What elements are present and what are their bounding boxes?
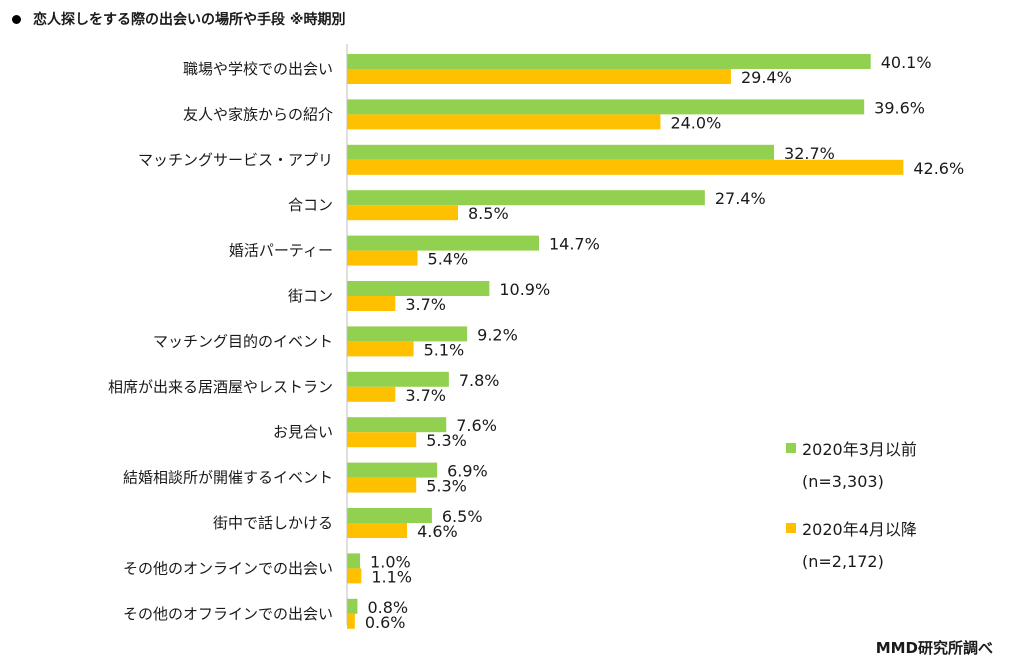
data-label-series-1: 6.5% — [442, 507, 483, 526]
data-label-series-2: 24.0% — [670, 113, 721, 132]
bar-series-1 — [347, 235, 539, 251]
bar-series-2 — [347, 523, 408, 538]
bar-series-2 — [347, 341, 414, 357]
bar-series-1 — [347, 598, 358, 614]
category-label: 職場や学校での出会い — [183, 60, 333, 78]
category-label: マッチングサービス・アプリ — [138, 151, 333, 169]
data-label-series-1: 1.0% — [370, 552, 411, 571]
category-label: 街中で話しかける — [213, 514, 333, 532]
data-label-series-1: 6.9% — [447, 462, 488, 481]
category-label: 相席が出来る居酒屋やレストラン — [108, 378, 333, 396]
category-label: 結婚相談所が開催するイベント — [123, 469, 333, 487]
data-label-series-1: 7.6% — [456, 416, 497, 435]
bar-series-2 — [347, 250, 418, 266]
category-label: マッチング目的のイベント — [153, 332, 333, 350]
bar-series-2 — [347, 613, 355, 629]
category-label: 友人や家族からの紹介 — [183, 105, 333, 123]
data-label-series-1: 40.1% — [881, 53, 932, 72]
bar-series-1 — [347, 553, 361, 569]
category-label: 合コン — [288, 196, 333, 214]
data-label-series-2: 42.6% — [913, 159, 964, 178]
bars-layer: 職場や学校での出会い 40.1% 29.4% 友人や家族からの紹介 39.6% 24.0%… — [108, 53, 964, 632]
source-credit: MMD研究所調べ — [875, 639, 993, 657]
legend-swatch-series-2 — [786, 523, 796, 533]
bar-series-2 — [347, 69, 731, 84]
category-label: 婚活パーティー — [229, 242, 333, 260]
bar-series-2 — [347, 568, 362, 584]
data-label-series-2: 8.5% — [468, 204, 509, 223]
bar-series-2 — [347, 432, 417, 448]
bullet-icon — [12, 14, 21, 24]
bar-series-2 — [347, 205, 459, 221]
data-label-series-2: 1.1% — [371, 567, 412, 586]
bar-series-1 — [347, 326, 468, 342]
data-label-series-1: 10.9% — [499, 280, 550, 299]
legend-item-series-2: 2020年4月以降 — [786, 516, 917, 540]
legend-note-series-1: (n=3,303) — [802, 472, 884, 491]
chart-title-row: 恋人探しをする際の出会いの場所や手段 ※時期別 — [12, 8, 345, 30]
bar-series-1 — [347, 99, 865, 115]
data-label-series-2: 0.6% — [365, 613, 406, 632]
bar-series-1 — [347, 190, 705, 206]
bar-series-1 — [347, 371, 449, 387]
data-label-series-2: 5.1% — [424, 340, 465, 359]
data-label-series-1: 0.8% — [367, 598, 408, 617]
category-label: お見合い — [273, 423, 333, 441]
bar-series-2 — [347, 477, 417, 493]
bar-series-1 — [347, 54, 871, 69]
data-label-series-1: 39.6% — [874, 98, 925, 117]
bar-series-2 — [347, 296, 396, 311]
bar-series-2 — [347, 386, 396, 402]
bar-series-1 — [347, 462, 438, 478]
bar-series-2 — [347, 159, 904, 175]
data-label-series-1: 14.7% — [549, 235, 600, 254]
category-label: その他のオンラインでの出会い — [123, 559, 333, 577]
data-label-series-1: 32.7% — [784, 144, 835, 163]
legend-label-series-2: 2020年4月以降 — [802, 520, 917, 539]
legend-label-series-1: 2020年3月以前 — [802, 440, 917, 459]
data-label-series-1: 27.4% — [715, 189, 766, 208]
category-label: その他のオフラインでの出会い — [123, 605, 333, 623]
data-label-series-2: 4.6% — [417, 522, 458, 541]
data-label-series-1: 9.2% — [477, 325, 518, 344]
bar-series-1 — [347, 508, 432, 523]
bar-series-1 — [347, 144, 775, 160]
bar-series-1 — [347, 281, 490, 296]
legend-note-series-2: (n=2,172) — [802, 552, 884, 571]
data-label-series-2: 5.3% — [426, 477, 467, 496]
chart-title: 恋人探しをする際の出会いの場所や手段 ※時期別 — [33, 12, 346, 28]
legend-item-series-1: 2020年3月以前 — [786, 436, 917, 460]
data-label-series-1: 7.8% — [459, 371, 500, 390]
category-label: 街コン — [288, 287, 333, 305]
bar-series-2 — [347, 114, 661, 130]
data-label-series-2: 3.7% — [405, 295, 446, 314]
legend-swatch-series-1 — [786, 443, 796, 453]
data-label-series-2: 5.4% — [428, 250, 469, 269]
data-label-series-2: 3.7% — [405, 386, 446, 405]
data-label-series-2: 29.4% — [741, 68, 792, 87]
data-label-series-2: 5.3% — [426, 431, 467, 450]
bar-series-1 — [347, 417, 447, 433]
